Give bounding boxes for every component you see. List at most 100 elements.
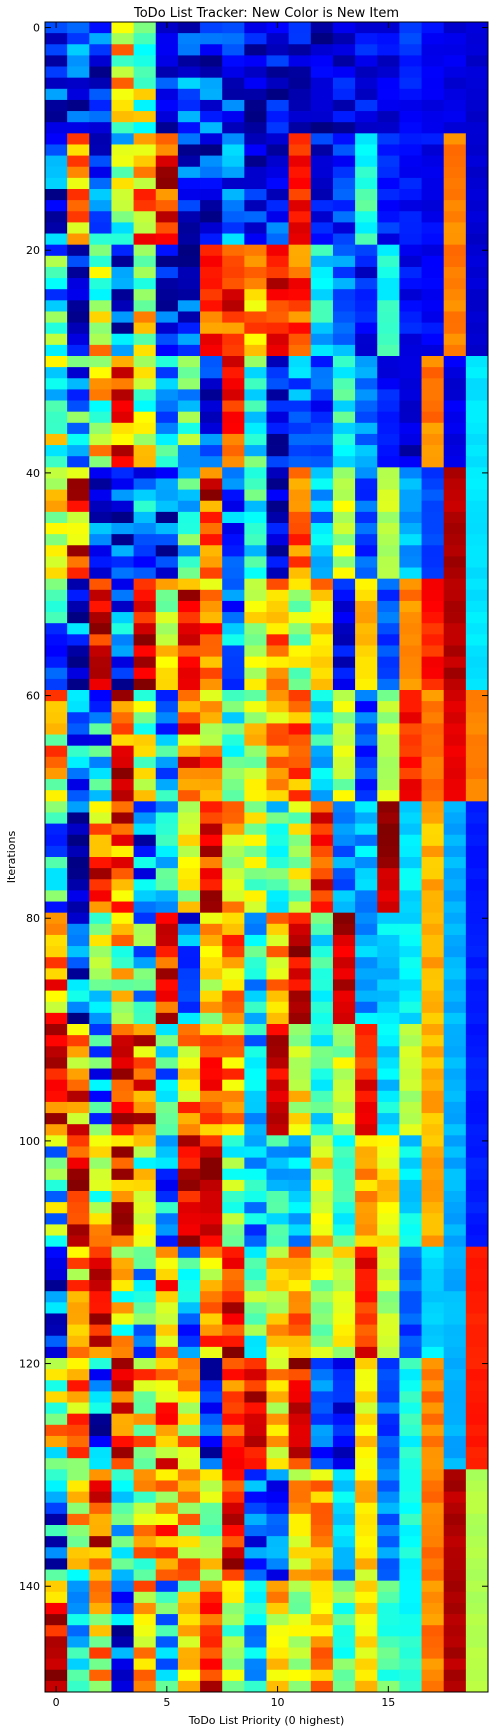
heatmap-cell [111,1302,134,1314]
heatmap-cell [377,311,400,323]
heatmap-cell [377,857,400,869]
heatmap-cell [466,1013,489,1025]
heatmap-cell [422,902,445,914]
heatmap-cell [444,1258,467,1270]
heatmap-cell [311,222,334,234]
heatmap-cell [67,946,90,958]
heatmap-cell [377,1458,400,1470]
heatmap-cell [422,378,445,390]
heatmap-cell [355,757,378,769]
heatmap-cell [178,512,201,524]
heatmap-cell [444,668,467,680]
heatmap-cell [178,478,201,490]
heatmap-cell [134,1492,157,1504]
heatmap-cell [222,490,245,502]
heatmap-cell [156,1369,179,1381]
heatmap-cell [178,178,201,190]
heatmap-cell [422,1124,445,1136]
heatmap-cell [45,356,68,368]
heatmap-cell [222,389,245,401]
heatmap-cell [89,690,112,702]
heatmap-cell [355,445,378,457]
heatmap-cell [311,256,334,268]
heatmap-cell [377,356,400,368]
heatmap-cell [111,968,134,980]
heatmap-cell [289,67,312,79]
heatmap-cell [311,1358,334,1370]
heatmap-cell [45,991,68,1003]
heatmap-cell [200,289,223,301]
heatmap-cell [45,1369,68,1381]
heatmap-cell [200,979,223,991]
heatmap-cell [466,1336,489,1348]
heatmap-cell [45,645,68,657]
heatmap-cell [111,1503,134,1515]
heatmap-cell [444,1313,467,1325]
heatmap-cell [355,1325,378,1337]
heatmap-cell [466,1636,489,1648]
heatmap-cell [422,946,445,958]
heatmap-cell [178,1503,201,1515]
heatmap-cell [222,1647,245,1659]
heatmap-cell [466,868,489,880]
heatmap-cell [355,1258,378,1270]
heatmap-cell [333,1647,356,1659]
heatmap-cell [377,89,400,101]
heatmap-cell [355,712,378,724]
heatmap-cell [244,645,267,657]
heatmap-cell [200,1614,223,1626]
heatmap-cell [67,111,90,123]
heatmap-cell [466,645,489,657]
heatmap-cell [222,623,245,635]
heatmap-cell [355,1046,378,1058]
heatmap-cell [178,1269,201,1281]
heatmap-cell [200,356,223,368]
heatmap-cell [89,1425,112,1437]
heatmap-cell [289,1146,312,1158]
heatmap-cell [333,1503,356,1515]
heatmap-cell [244,345,267,357]
heatmap-cell [134,367,157,379]
heatmap-cell [422,401,445,413]
heatmap-cell [111,924,134,936]
heatmap-cell [45,1570,68,1582]
heatmap-cell [45,311,68,323]
heatmap-cell [222,924,245,936]
heatmap-cell [377,1603,400,1615]
heatmap-cell [333,1681,356,1693]
heatmap-cell [178,612,201,624]
heatmap-cell [67,846,90,858]
heatmap-cell [399,89,422,101]
heatmap-cell [200,445,223,457]
heatmap-cell [377,1080,400,1092]
heatmap-cell [156,67,179,79]
heatmap-cell [444,1080,467,1092]
heatmap-cell [333,1336,356,1348]
heatmap-cell [311,1614,334,1626]
heatmap-cell [111,1347,134,1359]
heatmap-cell [355,33,378,45]
heatmap-cell [222,144,245,156]
heatmap-cell [244,634,267,646]
heatmap-cell [45,1469,68,1481]
heatmap-cell [244,167,267,179]
heatmap-cell [244,1447,267,1459]
heatmap-cell [89,623,112,635]
heatmap-cell [466,746,489,758]
heatmap-cell [422,1369,445,1381]
heatmap-cell [222,1547,245,1559]
heatmap-cell [178,657,201,669]
heatmap-cell [311,478,334,490]
heatmap-cell [156,490,179,502]
heatmap-cell [377,746,400,758]
heatmap-cell [267,1414,290,1426]
heatmap-cell [222,1447,245,1459]
heatmap-cell [399,857,422,869]
heatmap-cell [244,746,267,758]
heatmap-cell [422,1447,445,1459]
heatmap-cell [222,434,245,446]
heatmap-cell [200,1035,223,1047]
heatmap-cell [333,1558,356,1570]
heatmap-cell [399,478,422,490]
heatmap-cell [444,234,467,246]
